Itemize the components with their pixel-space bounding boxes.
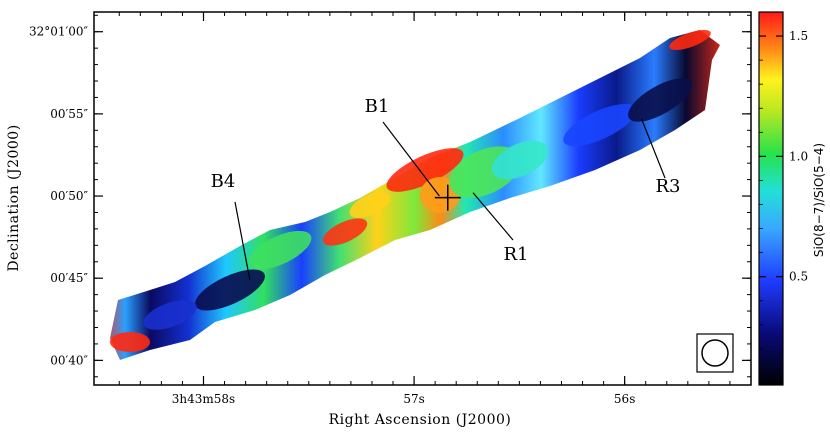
y-tick-label: 00′50″ [50, 189, 88, 203]
label-b1: B1 [365, 96, 390, 117]
leader-line-b1 [382, 121, 440, 197]
colorbar-tick-label: 1.5 [789, 29, 808, 43]
y-tick-label: 32°01′00″ [29, 25, 89, 39]
red-b4-knot [322, 218, 368, 246]
label-r3: R3 [655, 176, 680, 197]
y-axis-title: Declination (J2000) [6, 124, 22, 271]
plot-frame [93, 11, 752, 386]
annotations: B1 B4 R1 R3 [211, 96, 681, 280]
x-axis-title: Right Ascension (J2000) [329, 412, 512, 428]
jet-body [110, 30, 720, 360]
cyan-knot [491, 140, 549, 180]
y-tick-label: 00′55″ [50, 107, 88, 121]
axis-ticks: 3h43m58s 57s 56s 32°01′00″ 00′55″ 00′50″ 00′45… [29, 12, 751, 406]
beam-marker [696, 333, 734, 373]
red-tip [669, 30, 711, 50]
y-tick-label: 00′45″ [50, 271, 88, 285]
y-tick-label: 00′40″ [50, 353, 88, 367]
colorbar-ticks: 0.5 1.0 1.5 [759, 29, 808, 374]
colorbar-title: SiO(8−7)/SiO(5−4) [812, 143, 826, 257]
colorbar-tick-label: 1.0 [789, 149, 808, 163]
x-tick-label: 57s [403, 392, 424, 406]
leader-line-r1 [472, 192, 514, 241]
leader-line-r3 [640, 118, 666, 179]
red-tail-knot [110, 332, 150, 352]
label-r1: R1 [503, 244, 528, 265]
leader-line-b4 [234, 201, 251, 280]
label-b4: B4 [211, 171, 236, 192]
colorbar [758, 11, 784, 386]
dark-knot [628, 78, 692, 122]
x-tick-label: 56s [614, 392, 635, 406]
blue-tail-knot [143, 300, 197, 330]
colorbar-tick-label: 0.5 [789, 270, 808, 284]
blue-knot [563, 103, 637, 147]
jet-emission-map [110, 30, 720, 360]
yellow-b1-knot [349, 192, 391, 218]
x-tick-label: 3h43m58s [172, 392, 235, 406]
red-knot [386, 148, 464, 192]
dark-b4-knot [195, 269, 265, 311]
green-b4-knot [248, 230, 312, 270]
